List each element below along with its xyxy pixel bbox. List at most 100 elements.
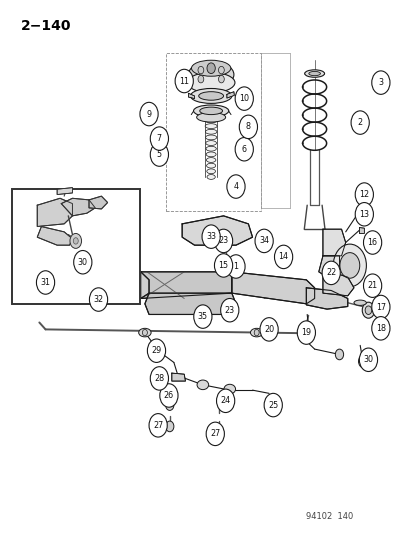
Circle shape: [332, 244, 366, 287]
Circle shape: [361, 302, 374, 318]
Ellipse shape: [353, 300, 366, 305]
Text: 27: 27: [210, 430, 220, 438]
Ellipse shape: [190, 88, 231, 103]
Circle shape: [371, 71, 389, 94]
Text: 4: 4: [233, 182, 238, 191]
Text: 35: 35: [197, 312, 207, 321]
Text: 22: 22: [325, 269, 335, 277]
Circle shape: [73, 238, 78, 244]
Circle shape: [274, 245, 292, 269]
Circle shape: [206, 422, 224, 446]
Circle shape: [202, 225, 220, 248]
Circle shape: [209, 232, 217, 243]
Text: 28: 28: [154, 374, 164, 383]
Circle shape: [235, 138, 253, 161]
Polygon shape: [37, 227, 72, 245]
Circle shape: [358, 355, 368, 368]
Circle shape: [239, 115, 257, 139]
Text: 10: 10: [239, 94, 249, 103]
Circle shape: [89, 288, 107, 311]
Circle shape: [254, 229, 273, 253]
Polygon shape: [140, 272, 231, 298]
Circle shape: [363, 231, 381, 254]
Polygon shape: [357, 211, 363, 216]
Circle shape: [165, 400, 173, 410]
Circle shape: [220, 298, 238, 322]
Circle shape: [175, 69, 193, 93]
Text: 14: 14: [278, 253, 288, 261]
Ellipse shape: [188, 61, 233, 88]
Polygon shape: [188, 93, 194, 99]
Polygon shape: [318, 256, 339, 277]
Circle shape: [193, 305, 211, 328]
Circle shape: [321, 261, 339, 285]
Text: 29: 29: [151, 346, 161, 355]
Text: 11: 11: [179, 77, 189, 85]
Circle shape: [206, 63, 215, 74]
Ellipse shape: [204, 118, 217, 123]
Ellipse shape: [196, 112, 225, 122]
Text: 8: 8: [245, 123, 250, 131]
Ellipse shape: [308, 71, 320, 76]
Circle shape: [226, 255, 244, 278]
Circle shape: [218, 75, 224, 83]
Text: 94102  140: 94102 140: [306, 512, 353, 521]
Polygon shape: [35, 282, 70, 298]
Text: 24: 24: [220, 397, 230, 405]
Text: 31: 31: [40, 278, 50, 287]
Text: 33: 33: [206, 232, 216, 241]
Ellipse shape: [205, 130, 216, 134]
Polygon shape: [182, 216, 252, 245]
Ellipse shape: [197, 380, 208, 390]
Circle shape: [222, 266, 228, 275]
Circle shape: [150, 143, 168, 166]
Polygon shape: [145, 293, 235, 314]
Ellipse shape: [223, 384, 235, 394]
Circle shape: [226, 175, 244, 198]
Circle shape: [159, 384, 178, 407]
Polygon shape: [57, 188, 72, 195]
Ellipse shape: [199, 107, 222, 115]
Circle shape: [70, 233, 81, 248]
Circle shape: [147, 339, 165, 362]
Text: 32: 32: [93, 295, 103, 304]
Circle shape: [214, 254, 232, 277]
Ellipse shape: [205, 124, 216, 128]
Text: 23: 23: [224, 306, 234, 314]
Text: 17: 17: [375, 303, 385, 311]
Text: 13: 13: [358, 210, 368, 219]
Circle shape: [335, 349, 343, 360]
Ellipse shape: [198, 92, 223, 100]
Text: 25: 25: [268, 401, 278, 409]
Polygon shape: [322, 269, 353, 296]
Text: 12: 12: [358, 190, 368, 199]
Circle shape: [354, 183, 373, 206]
Circle shape: [197, 75, 203, 83]
Ellipse shape: [206, 169, 215, 174]
Text: 1: 1: [233, 262, 238, 271]
Circle shape: [216, 389, 234, 413]
Ellipse shape: [205, 141, 216, 146]
Circle shape: [36, 271, 55, 294]
Polygon shape: [231, 272, 314, 304]
Circle shape: [149, 414, 167, 437]
Circle shape: [74, 251, 92, 274]
Circle shape: [350, 111, 368, 134]
Ellipse shape: [193, 105, 228, 117]
Ellipse shape: [206, 146, 216, 151]
Text: 19: 19: [301, 328, 311, 337]
Text: 21: 21: [367, 281, 377, 290]
Text: 30: 30: [78, 258, 88, 266]
Polygon shape: [322, 229, 345, 256]
Circle shape: [371, 295, 389, 319]
Ellipse shape: [206, 163, 215, 168]
Circle shape: [140, 102, 158, 126]
Text: 2−140: 2−140: [21, 19, 71, 33]
Polygon shape: [61, 198, 95, 216]
Polygon shape: [226, 92, 234, 98]
Circle shape: [150, 127, 168, 150]
Circle shape: [302, 327, 311, 338]
Text: 6: 6: [241, 145, 246, 154]
Text: 15: 15: [218, 261, 228, 270]
Circle shape: [214, 229, 232, 253]
